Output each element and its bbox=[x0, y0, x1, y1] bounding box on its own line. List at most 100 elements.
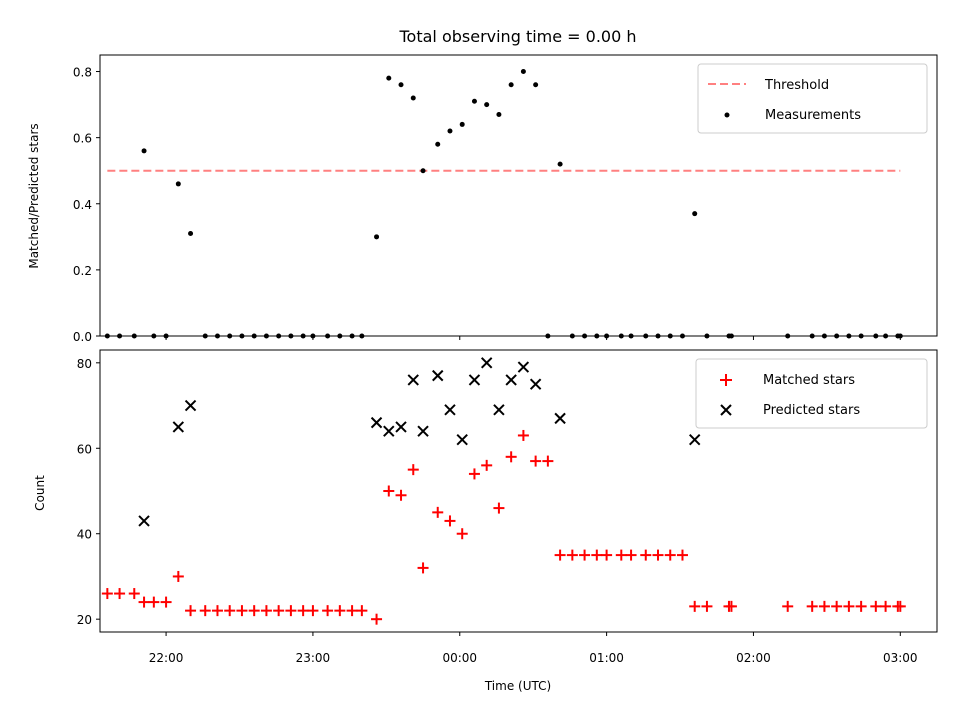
measurements-legend-label: Measurements bbox=[765, 108, 861, 123]
matched-star-point bbox=[855, 600, 867, 612]
bottom-legend-box bbox=[695, 358, 928, 429]
predicted-star-point bbox=[493, 404, 505, 416]
bottom-x-tick-label: 01:00 bbox=[589, 651, 624, 665]
matched-star-point bbox=[224, 605, 236, 617]
measurement-point bbox=[410, 95, 416, 101]
matched-star-point bbox=[481, 459, 493, 471]
measurement-point bbox=[420, 168, 426, 174]
bottom-axes-frame bbox=[99, 349, 938, 633]
top-y-axis-label: Matched/Predicted stars bbox=[27, 123, 41, 268]
matched-star-point bbox=[806, 600, 818, 612]
bottom-panel: 20 40 60 80 Count 22:00 23:00 00:00 01:00 02:00… bbox=[33, 349, 938, 693]
predicted-star-point bbox=[480, 357, 493, 369]
matched-legend-label: Matched stars bbox=[763, 373, 855, 388]
predicted-star-point bbox=[370, 416, 383, 429]
bottom-legend: Matched stars Predicted stars bbox=[695, 358, 928, 429]
matched-star-point bbox=[870, 600, 882, 612]
top-panel: Total observing time = 0.00 h 0.00.20.40… bbox=[27, 27, 938, 344]
predicted-star-point bbox=[138, 515, 150, 527]
bottom-x-tick-label: 00:00 bbox=[442, 651, 477, 665]
matched-star-point bbox=[701, 600, 713, 612]
measurement-point bbox=[520, 69, 526, 75]
predicted-legend-label: Predicted stars bbox=[763, 403, 860, 418]
measurement-point bbox=[386, 75, 392, 81]
predicted-star-point bbox=[395, 421, 407, 433]
measurement-point bbox=[471, 98, 477, 104]
bottom-x-tick-label: 23:00 bbox=[296, 651, 331, 665]
matched-star-point bbox=[273, 605, 285, 617]
matched-star-point bbox=[297, 605, 309, 617]
predicted-star-point bbox=[383, 425, 395, 437]
matched-star-point bbox=[652, 549, 664, 561]
matched-star-point bbox=[371, 613, 383, 625]
bottom-x-tick-label: 02:00 bbox=[736, 651, 771, 665]
matched-star-point bbox=[615, 549, 627, 561]
predicted-star-points bbox=[138, 357, 701, 527]
measurements-legend-swatch bbox=[724, 112, 730, 118]
bottom-x-tick-label: 03:00 bbox=[883, 651, 918, 665]
measurement-point bbox=[374, 234, 380, 240]
predicted-star-point bbox=[407, 374, 419, 386]
matched-star-point bbox=[160, 596, 172, 608]
matched-star-point bbox=[444, 515, 456, 527]
measurement-point bbox=[459, 121, 465, 127]
matched-star-point bbox=[432, 506, 444, 518]
bottom-y-axis-label: Count bbox=[33, 475, 47, 511]
matched-star-point bbox=[417, 562, 429, 574]
predicted-star-point bbox=[432, 369, 444, 382]
top-legend-box bbox=[697, 63, 928, 134]
matched-star-point bbox=[625, 549, 637, 561]
predicted-star-point bbox=[689, 434, 701, 446]
matched-star-point bbox=[199, 605, 211, 617]
matched-star-point bbox=[185, 605, 197, 617]
measurement-point bbox=[692, 211, 698, 217]
matched-star-point bbox=[640, 549, 652, 561]
measurement-point bbox=[557, 161, 563, 167]
matched-star-point bbox=[517, 429, 529, 441]
threshold-legend-label: Threshold bbox=[764, 78, 829, 93]
bottom-y-tick-label: 60 bbox=[77, 442, 92, 456]
matched-star-point bbox=[818, 600, 830, 612]
matched-star-point bbox=[383, 485, 395, 497]
top-y-tick-label: 0.8 bbox=[73, 66, 92, 80]
bottom-y-tick-label: 80 bbox=[77, 357, 92, 371]
matched-star-point bbox=[114, 588, 126, 600]
predicted-star-point bbox=[505, 374, 517, 386]
predicted-star-point bbox=[517, 361, 530, 373]
matched-star-point bbox=[894, 600, 906, 612]
measurement-point bbox=[533, 82, 539, 88]
predicted-star-point bbox=[184, 399, 197, 412]
matched-star-point bbox=[395, 489, 407, 501]
matched-star-point bbox=[172, 570, 184, 582]
top-legend: Threshold Measurements bbox=[697, 63, 928, 134]
matched-star-point bbox=[880, 600, 892, 612]
measurement-point bbox=[484, 102, 490, 108]
matched-star-point bbox=[676, 549, 688, 561]
matched-star-point bbox=[211, 605, 223, 617]
matched-star-point bbox=[566, 549, 578, 561]
top-y-tick-label: 0.0 bbox=[73, 330, 92, 344]
matched-star-point bbox=[468, 468, 480, 480]
measurement-point bbox=[188, 231, 194, 237]
matched-star-point bbox=[843, 600, 855, 612]
predicted-star-point bbox=[456, 434, 468, 446]
matched-star-point bbox=[101, 588, 113, 600]
matched-star-point bbox=[356, 605, 368, 617]
matched-star-point bbox=[456, 528, 468, 540]
measurement-point bbox=[447, 128, 453, 134]
matched-star-point bbox=[307, 605, 319, 617]
matched-star-point bbox=[407, 464, 419, 476]
matched-star-point bbox=[493, 502, 505, 514]
bottom-y-ticks: 20 40 60 80 bbox=[77, 357, 100, 627]
matched-star-point bbox=[689, 600, 701, 612]
measurement-point bbox=[175, 181, 181, 187]
predicted-star-point bbox=[417, 425, 429, 437]
matched-star-points bbox=[101, 429, 906, 625]
matched-star-point bbox=[322, 605, 334, 617]
matched-star-point bbox=[554, 549, 566, 561]
matched-star-point bbox=[579, 549, 591, 561]
matched-star-point bbox=[346, 605, 358, 617]
matched-star-point bbox=[505, 451, 517, 463]
matched-star-point bbox=[260, 605, 272, 617]
